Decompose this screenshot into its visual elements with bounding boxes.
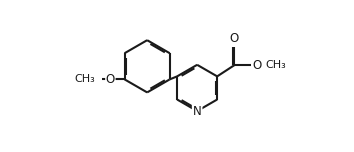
Text: N: N <box>193 105 201 117</box>
Text: O: O <box>106 73 115 86</box>
Text: O: O <box>252 59 262 72</box>
Text: CH₃: CH₃ <box>74 74 95 84</box>
Text: O: O <box>230 32 239 45</box>
Text: CH₃: CH₃ <box>266 60 286 70</box>
